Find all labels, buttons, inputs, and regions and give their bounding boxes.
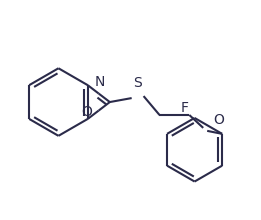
Text: N: N	[94, 75, 105, 89]
Text: O: O	[81, 105, 92, 119]
Text: S: S	[133, 76, 142, 90]
Text: O: O	[213, 113, 224, 127]
Text: F: F	[181, 101, 189, 115]
